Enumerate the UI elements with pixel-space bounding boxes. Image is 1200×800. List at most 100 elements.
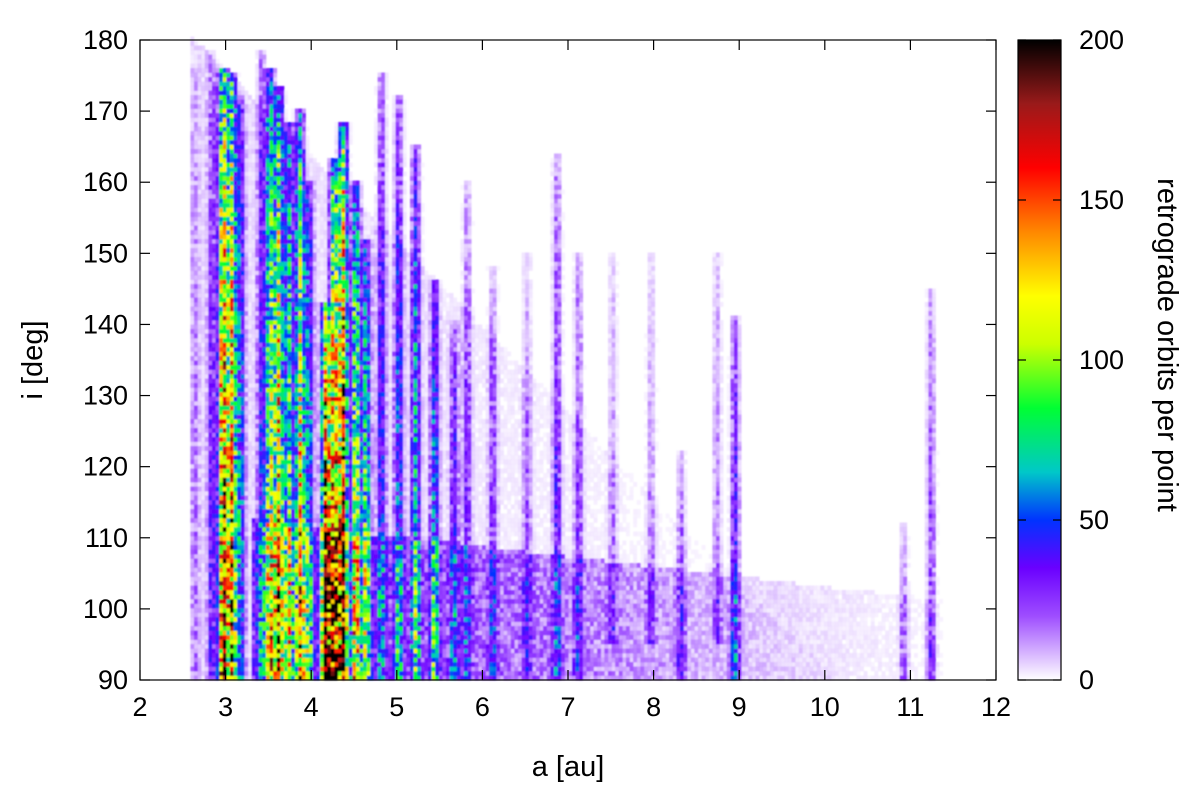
heatmap-cell [280, 172, 284, 177]
heatmap-cell [234, 415, 238, 420]
heatmap-cell [298, 581, 302, 586]
heatmap-cell [288, 496, 292, 501]
heatmap-cell [280, 167, 284, 172]
heatmap-cell [201, 311, 205, 316]
heatmap-cell [248, 491, 252, 496]
heatmap-cell [205, 478, 209, 483]
heatmap-cell [244, 163, 248, 168]
heatmap-cell [295, 280, 299, 285]
heatmap-cell [248, 140, 252, 145]
heatmap-cell [259, 194, 263, 199]
heatmap-cell [205, 158, 209, 163]
heatmap-cell [302, 190, 306, 195]
heatmap-cell [288, 653, 292, 658]
heatmap-cell [309, 482, 313, 487]
heatmap-cell [252, 334, 256, 339]
heatmap-cell [201, 442, 205, 447]
heatmap-cell [277, 563, 281, 568]
heatmap-cell [284, 455, 288, 460]
heatmap-cell [277, 221, 281, 226]
heatmap-cell [313, 455, 317, 460]
heatmap-cell [198, 235, 202, 240]
heatmap-cell [205, 653, 209, 658]
heatmap-cell [288, 577, 292, 582]
heatmap-cell [212, 343, 216, 348]
heatmap-cell [306, 599, 310, 604]
heatmap-cell [241, 649, 245, 654]
heatmap-cell [241, 487, 245, 492]
heatmap-cell [277, 104, 281, 109]
heatmap-cell [284, 469, 288, 474]
heatmap-cell [291, 127, 295, 132]
heatmap-cell [205, 325, 209, 330]
heatmap-cell [284, 140, 288, 145]
heatmap-cell [208, 194, 212, 199]
heatmap-cell [277, 613, 281, 618]
heatmap-cell [252, 248, 256, 253]
heatmap-cell [219, 622, 223, 627]
heatmap-cell [219, 149, 223, 154]
heatmap-cell [234, 311, 238, 316]
heatmap-cell [198, 482, 202, 487]
heatmap-cell [194, 397, 198, 402]
heatmap-cell [309, 523, 313, 528]
heatmap-cell [212, 406, 216, 411]
heatmap-cell [306, 491, 310, 496]
heatmap-cell [291, 563, 295, 568]
heatmap-cell [259, 284, 263, 289]
heatmap-cell [266, 320, 270, 325]
heatmap-cell [212, 307, 216, 312]
heatmap-cell [241, 514, 245, 519]
heatmap-cell [309, 554, 313, 559]
heatmap-cell [259, 595, 263, 600]
heatmap-cell [190, 199, 194, 204]
heatmap-cell [212, 563, 216, 568]
heatmap-cell [302, 280, 306, 285]
heatmap-cell [306, 617, 310, 622]
heatmap-cell [216, 320, 220, 325]
heatmap-cell [237, 599, 241, 604]
heatmap-cell [291, 572, 295, 577]
heatmap-cell [262, 185, 266, 190]
heatmap-cell [298, 226, 302, 231]
heatmap-cell [277, 554, 281, 559]
heatmap-cell [248, 221, 252, 226]
heatmap-cell [194, 140, 198, 145]
heatmap-cell [302, 325, 306, 330]
heatmap-cell [262, 280, 266, 285]
heatmap-cell [226, 208, 230, 213]
heatmap-cell [273, 608, 277, 613]
heatmap-cell [230, 370, 234, 375]
heatmap-cell [194, 208, 198, 213]
heatmap-cell [266, 590, 270, 595]
heatmap-cell [280, 446, 284, 451]
heatmap-cell [226, 239, 230, 244]
heatmap-cell [219, 635, 223, 640]
heatmap-cell [223, 424, 227, 429]
heatmap-cell [252, 356, 256, 361]
heatmap-cell [216, 451, 220, 456]
heatmap-cell [273, 541, 277, 546]
heatmap-cell [259, 100, 263, 105]
heatmap-cell [259, 419, 263, 424]
heatmap-cell [288, 172, 292, 177]
heatmap-cell [280, 415, 284, 420]
heatmap-cell [280, 509, 284, 514]
heatmap-cell [237, 505, 241, 510]
heatmap-cell [248, 257, 252, 262]
heatmap-cell [277, 194, 281, 199]
heatmap-cell [198, 572, 202, 577]
heatmap-cell [194, 257, 198, 262]
heatmap-cell [194, 271, 198, 276]
heatmap-cell [277, 149, 281, 154]
heatmap-cell [252, 671, 256, 676]
heatmap-cell [194, 41, 198, 46]
heatmap-cell [273, 73, 277, 78]
heatmap-cell [216, 649, 220, 654]
heatmap-cell [280, 433, 284, 438]
heatmap-cell [212, 325, 216, 330]
heatmap-cell [259, 91, 263, 96]
heatmap-cell [212, 293, 216, 298]
heatmap-cell [277, 532, 281, 537]
heatmap-cell [230, 365, 234, 370]
